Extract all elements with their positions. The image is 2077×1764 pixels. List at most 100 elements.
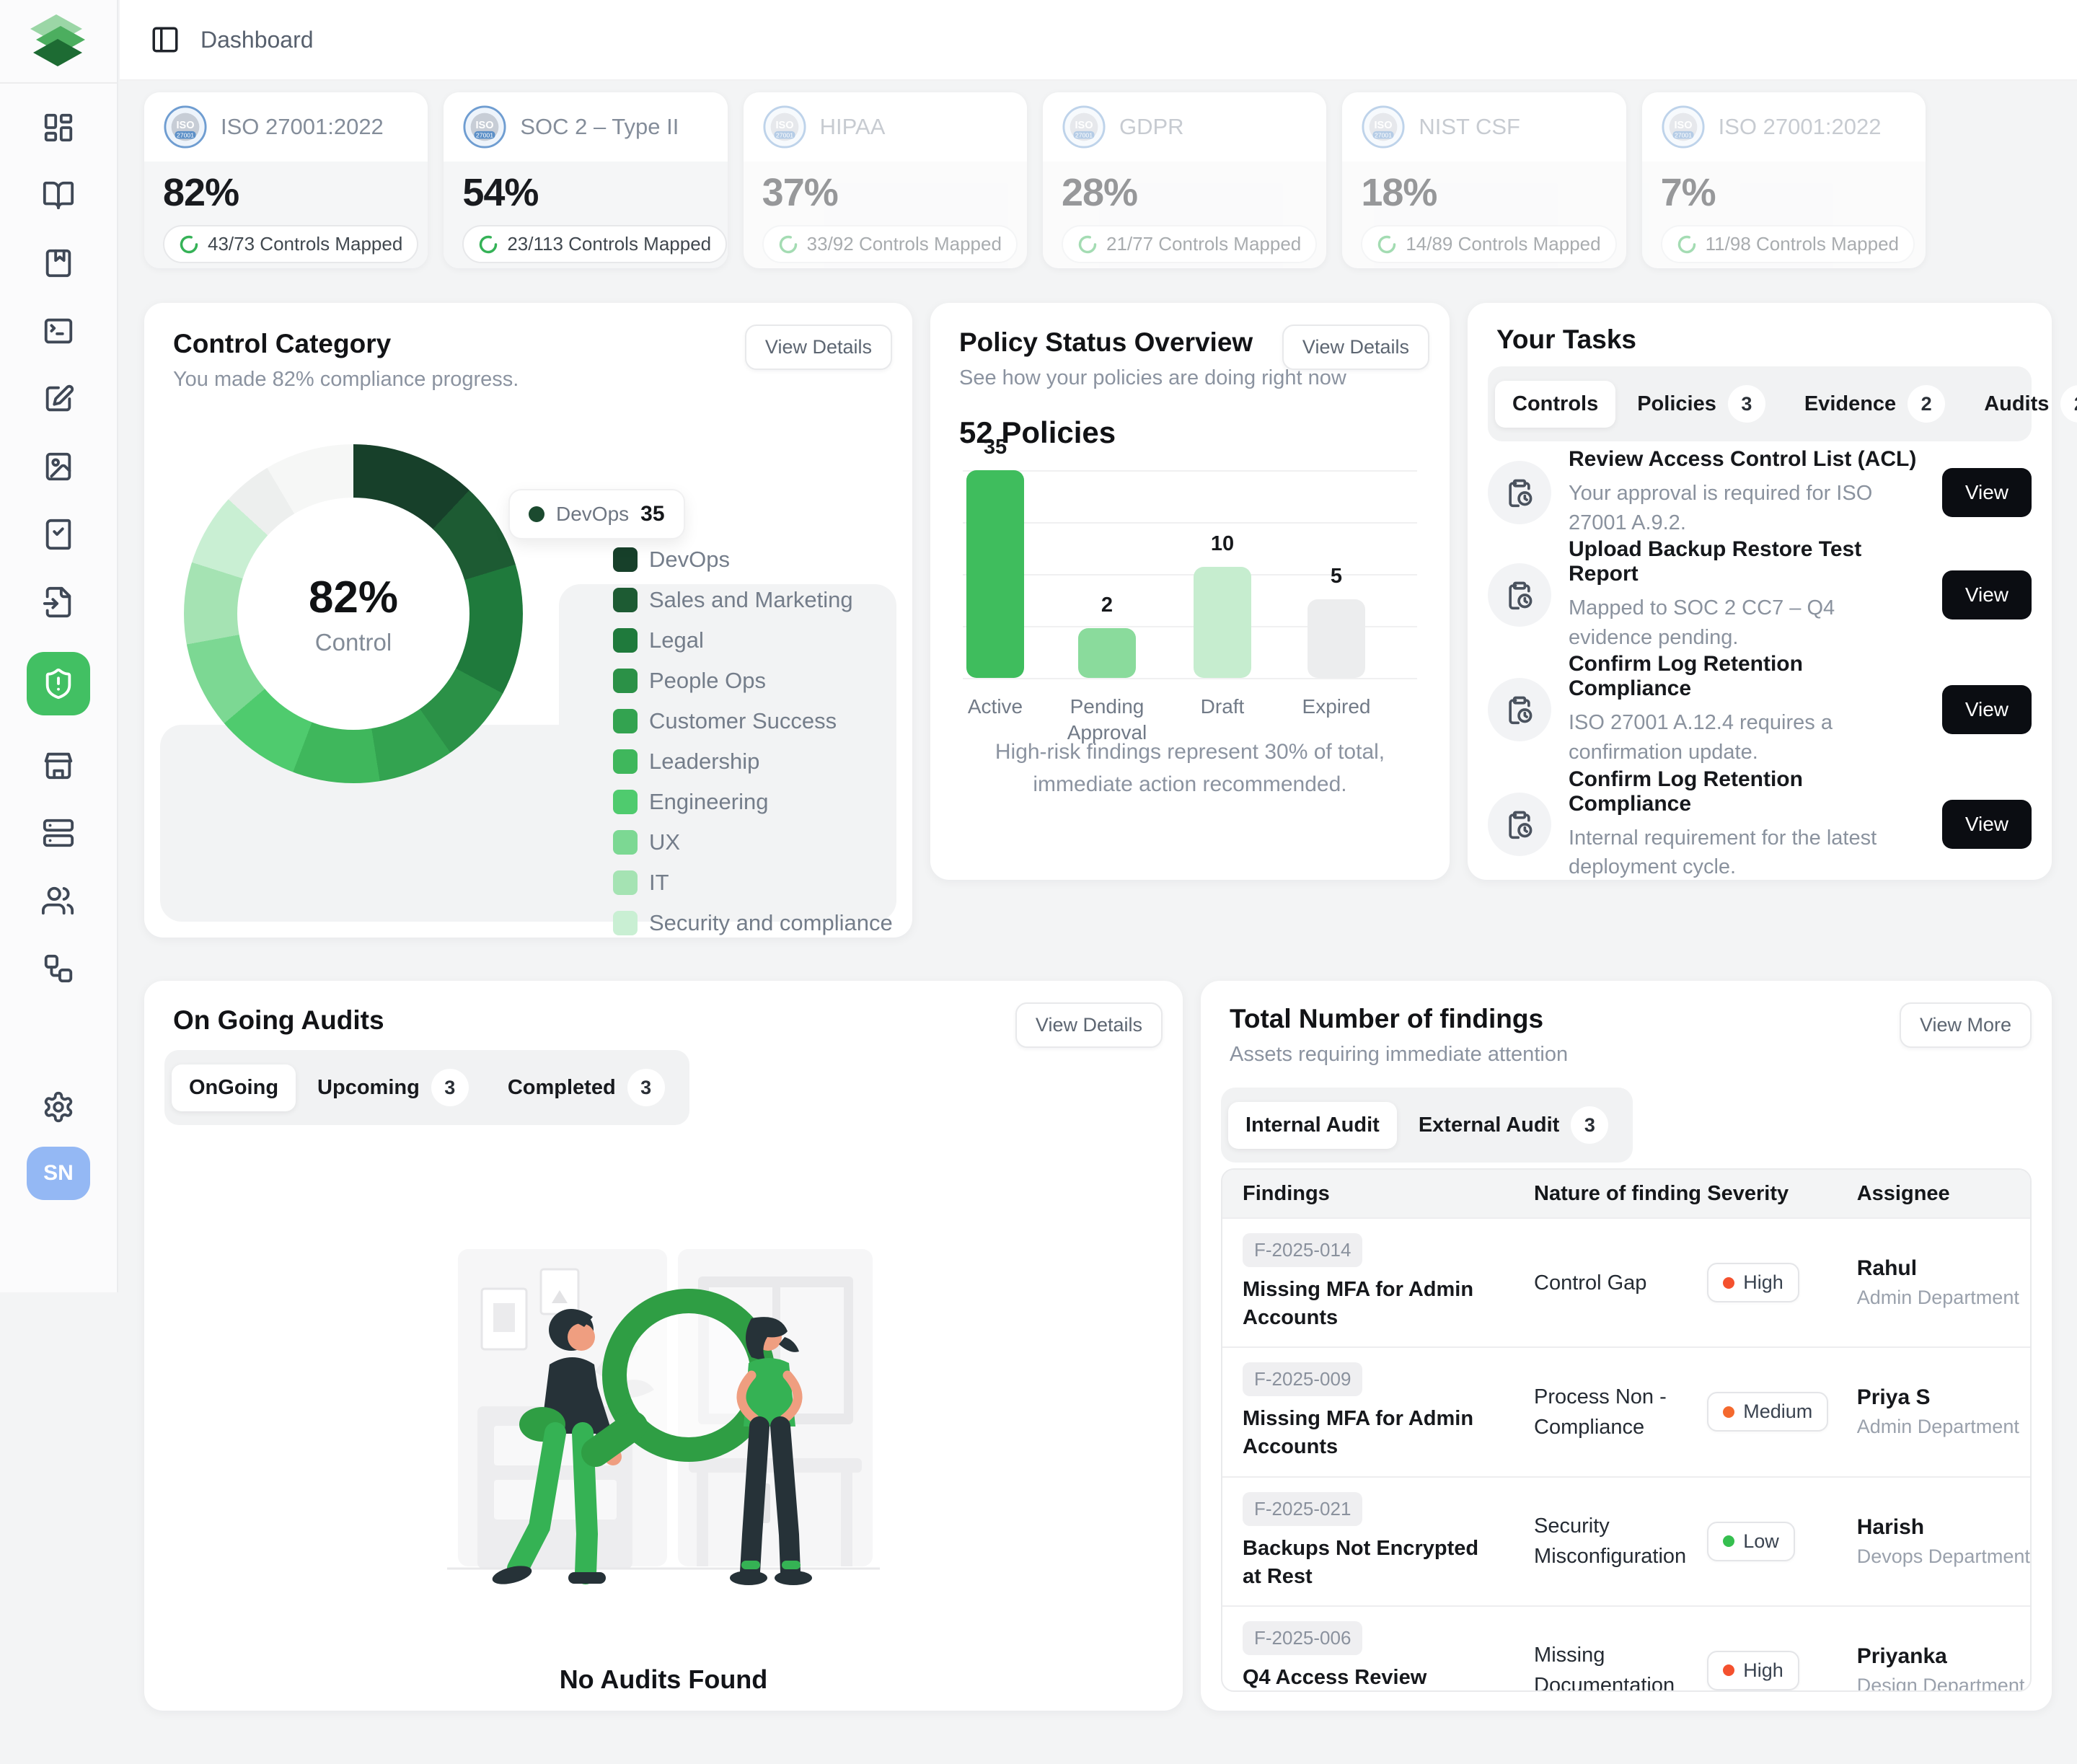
tab-completed[interactable]: Completed 3	[490, 1057, 682, 1118]
framework-name: ISO 27001:2022	[1718, 114, 1882, 139]
gridline	[963, 626, 1417, 627]
sidebar-item-shield-alert-icon[interactable]	[27, 652, 90, 715]
finding-row[interactable]: F-2025-021 Backups Not Encrypted at Rest…	[1222, 1476, 2030, 1605]
column-header: Assignee	[1856, 1181, 1950, 1205]
legend-chip	[613, 547, 638, 572]
finding-title: Missing MFA for Admin Accounts	[1243, 1407, 1474, 1459]
sidebar-item-workflow-icon[interactable]	[40, 951, 76, 987]
findings-table: Findings Nature of finding Severity Assi…	[1221, 1168, 2032, 1692]
tab-ongoing[interactable]: OnGoing	[172, 1064, 296, 1111]
app-logo[interactable]	[25, 10, 94, 79]
control-category-title: Control Category	[173, 329, 392, 358]
finding-row[interactable]: F-2025-014 Missing MFA for Admin Account…	[1222, 1217, 2030, 1346]
sidebar-item-image-file-icon[interactable]	[40, 449, 76, 485]
sidebar-item-square-pen-icon[interactable]	[40, 381, 76, 417]
sidebar-item-file-export-icon[interactable]	[40, 584, 76, 620]
ongoing-audits-title: On Going Audits	[173, 1005, 384, 1035]
framework-card[interactable]: ISO 27001 SOC 2 – Type II 54% 23/113 Con…	[444, 92, 728, 268]
tab-upcoming[interactable]: Upcoming 3	[300, 1057, 486, 1118]
tooltip-value: 35	[640, 502, 665, 526]
clipboard-clock-icon	[1488, 460, 1551, 524]
finding-title: Backups Not Encrypted at Rest	[1243, 1536, 1479, 1588]
framework-card[interactable]: ISO 27001 ISO 27001:2022 82% 43/73 Contr…	[144, 92, 428, 268]
finding-nature: Control Gap	[1534, 1271, 1647, 1295]
panel-left-icon[interactable]	[150, 25, 180, 55]
bar-Expired[interactable]	[1308, 599, 1365, 678]
settings-gear-icon[interactable]	[42, 1090, 75, 1124]
policy-bar-chart: 35 Active 2 Pending Approval 10 Draft 5 Expired	[963, 436, 1417, 744]
framework-percent: 7%	[1660, 171, 1716, 214]
bar-Pending Approval[interactable]	[1078, 628, 1136, 678]
legend-chip	[613, 587, 638, 612]
progress-spinner-icon	[180, 235, 198, 253]
view-details-button[interactable]: View Details	[1015, 1002, 1163, 1048]
framework-card[interactable]: ISO 27001 ISO 27001:2022 7% 11/98 Contro…	[1641, 92, 1926, 268]
tab-label: Upcoming	[317, 1075, 420, 1099]
controls-mapped-pill: 14/89 Controls Mapped	[1361, 225, 1617, 263]
task-title: Confirm Log Retention Compliance	[1569, 767, 1803, 816]
framework-name: HIPAA	[819, 114, 886, 139]
framework-name: ISO 27001:2022	[221, 114, 384, 139]
tab-count-badge: 3	[1571, 1106, 1609, 1144]
task-view-button[interactable]: View	[1941, 684, 2032, 734]
tab-label: OnGoing	[189, 1075, 279, 1099]
control-category-panel: Control Category You made 82% compliance…	[144, 303, 912, 938]
view-more-button[interactable]: View More	[1899, 1002, 2032, 1048]
framework-name: SOC 2 – Type II	[520, 114, 679, 139]
svg-text:ISO: ISO	[775, 120, 793, 131]
legend-chip	[613, 910, 638, 935]
assignee-department: Devops Department	[1856, 1545, 2030, 1567]
tab-count-badge: 2	[2060, 385, 2077, 423]
legend-chip	[613, 870, 638, 895]
findings-subtitle: Assets requiring immediate attention	[1230, 1043, 1569, 1066]
tooltip-label: DevOps	[556, 503, 630, 525]
controls-mapped-pill: 21/77 Controls Mapped	[1061, 225, 1318, 263]
sidebar-item-book-marked-icon[interactable]	[40, 245, 76, 281]
sidebar-item-server-icon[interactable]	[40, 815, 76, 851]
task-view-button[interactable]: View	[1941, 467, 2032, 517]
view-details-button[interactable]: View Details	[744, 325, 892, 370]
sidebar-item-terminal-icon[interactable]	[40, 313, 76, 349]
your-tasks-panel: Your Tasks Controls Policies 3 Evidence …	[1468, 303, 2077, 880]
tasks-tabbar: Controls Policies 3 Evidence 2 Audits 2	[1488, 366, 2077, 441]
finding-id-badge: F-2025-009	[1243, 1362, 1363, 1397]
bar-Draft[interactable]	[1194, 567, 1251, 678]
avatar[interactable]: SN	[27, 1147, 90, 1200]
findings-tabbar: Internal Audit External Audit 3	[1221, 1088, 1633, 1163]
task-title: Review Access Control List (ACL)	[1569, 447, 1917, 471]
sidebar-item-layout-dashboard-icon[interactable]	[40, 110, 76, 146]
sidebar-item-book-open-icon[interactable]	[40, 177, 76, 213]
iso-badge-icon: ISO 27001	[762, 105, 807, 149]
framework-card[interactable]: ISO 27001 HIPAA 37% 33/92 Controls Mappe…	[743, 92, 1027, 268]
control-category-donut-chart[interactable]: 82% Control	[184, 444, 523, 783]
iso-badge-icon: ISO 27001	[462, 105, 507, 149]
view-details-button[interactable]: View Details	[1282, 325, 1429, 370]
tab-external-audit[interactable]: External Audit 3	[1401, 1095, 1626, 1155]
tab-audits[interactable]: Audits 2	[1967, 374, 2077, 434]
severity-badge: Low	[1707, 1521, 1795, 1561]
iso-badge-icon: ISO 27001	[1062, 105, 1106, 149]
finding-row[interactable]: F-2025-006 Q4 Access Review Missing Evid…	[1222, 1605, 2030, 1690]
clipboard-clock-icon	[1488, 677, 1551, 741]
bar-Active[interactable]	[966, 470, 1024, 678]
svg-text:ISO: ISO	[176, 120, 194, 131]
top-header: Dashboard	[120, 0, 2077, 81]
page-title: Dashboard	[200, 26, 314, 53]
framework-card[interactable]: ISO 27001 NIST CSF 18% 14/89 Controls Ma…	[1342, 92, 1626, 268]
bar-value: 5	[1330, 565, 1343, 588]
sidebar-item-users-icon[interactable]	[40, 883, 76, 919]
tab-internal-audit[interactable]: Internal Audit	[1228, 1101, 1397, 1149]
task-view-button[interactable]: View	[1941, 570, 2032, 619]
tab-policies[interactable]: Policies 3	[1620, 374, 1783, 434]
sidebar-item-store-icon[interactable]	[40, 747, 76, 783]
finding-row[interactable]: F-2025-009 Missing MFA for Admin Account…	[1222, 1346, 2030, 1476]
tab-evidence[interactable]: Evidence 2	[1787, 374, 1962, 434]
legend-label: Leadership	[649, 748, 760, 774]
framework-cards-row: ISO 27001 ISO 27001:2022 82% 43/73 Contr…	[144, 92, 1926, 268]
assignee-name: Priyanka	[1856, 1644, 1947, 1668]
task-view-button[interactable]: View	[1941, 800, 2032, 850]
tab-controls[interactable]: Controls	[1495, 380, 1616, 428]
sidebar-item-book-check-icon[interactable]	[40, 516, 76, 552]
framework-card[interactable]: ISO 27001 GDPR 28% 21/77 Controls Mapped	[1042, 92, 1327, 268]
sidebar-divider	[0, 82, 117, 84]
